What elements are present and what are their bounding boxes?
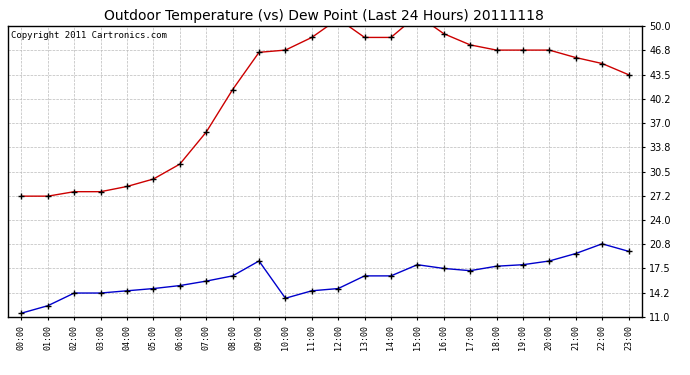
Text: Copyright 2011 Cartronics.com: Copyright 2011 Cartronics.com: [12, 31, 167, 40]
Text: Outdoor Temperature (vs) Dew Point (Last 24 Hours) 20111118: Outdoor Temperature (vs) Dew Point (Last…: [104, 9, 544, 23]
